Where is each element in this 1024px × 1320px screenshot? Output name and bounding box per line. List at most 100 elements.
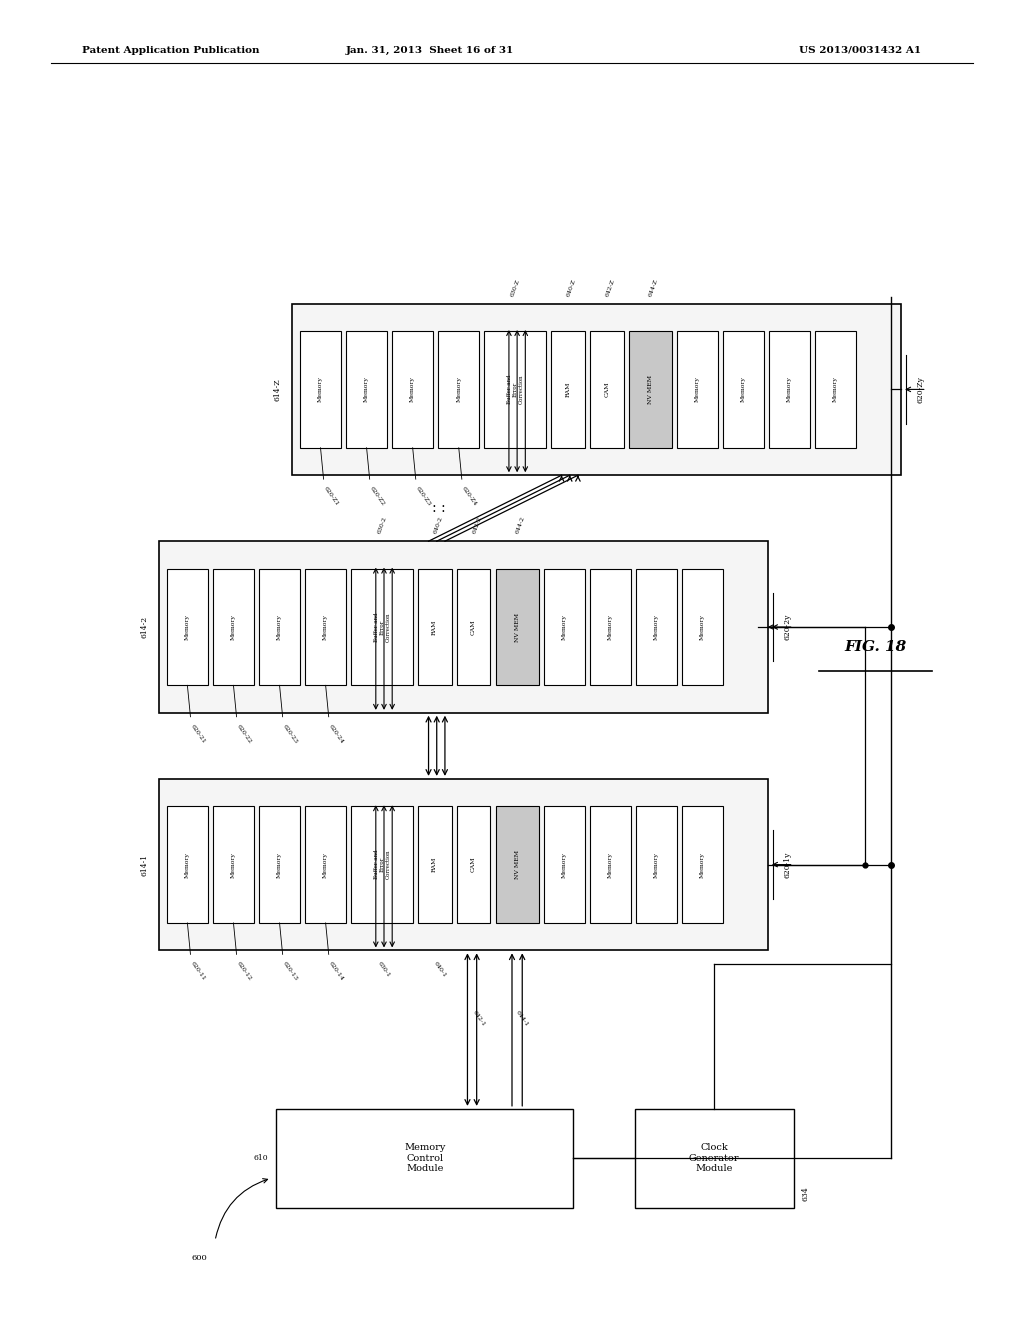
- Text: 630-1: 630-1: [377, 961, 391, 978]
- Bar: [300, 331, 341, 447]
- Text: Jan. 31, 2013  Sheet 16 of 31: Jan. 31, 2013 Sheet 16 of 31: [346, 46, 514, 54]
- Text: RAM: RAM: [432, 857, 437, 873]
- Bar: [629, 331, 672, 447]
- Text: Patent Application Publication: Patent Application Publication: [82, 46, 259, 54]
- Text: Memory: Memory: [654, 614, 658, 640]
- Text: Memory: Memory: [562, 614, 566, 640]
- Text: Memory: Memory: [365, 376, 369, 403]
- Text: 644-Z: 644-Z: [648, 279, 659, 297]
- Text: 620-23: 620-23: [282, 723, 298, 744]
- Text: FIG. 18: FIG. 18: [845, 640, 906, 653]
- Text: 640-2: 640-2: [432, 516, 443, 535]
- Text: 620-Z2: 620-Z2: [369, 486, 385, 507]
- Text: Buffer and
Error
Correction: Buffer and Error Correction: [374, 850, 390, 879]
- Bar: [346, 331, 387, 447]
- Text: 620-1y: 620-1y: [783, 851, 792, 878]
- Text: 620-12: 620-12: [236, 961, 252, 982]
- Text: 620-22: 620-22: [236, 723, 252, 744]
- Text: NV MEM: NV MEM: [515, 850, 519, 879]
- Text: 630-2: 630-2: [377, 516, 388, 535]
- Bar: [590, 569, 631, 685]
- Bar: [351, 807, 413, 923]
- Bar: [677, 331, 718, 447]
- Text: Memory: Memory: [185, 614, 189, 640]
- Text: 610: 610: [254, 1154, 268, 1163]
- Bar: [438, 331, 479, 447]
- Bar: [167, 569, 208, 685]
- Text: Memory: Memory: [700, 851, 705, 878]
- Text: Memory: Memory: [324, 851, 328, 878]
- Text: US 2013/0031432 A1: US 2013/0031432 A1: [799, 46, 921, 54]
- Text: NV MEM: NV MEM: [648, 375, 652, 404]
- Text: Memory: Memory: [654, 851, 658, 878]
- Text: 600: 600: [191, 1254, 208, 1262]
- Text: Memory: Memory: [787, 376, 792, 403]
- Text: 620-Z3: 620-Z3: [415, 486, 431, 507]
- Text: 614-1: 614-1: [140, 854, 148, 875]
- Text: 642-2: 642-2: [471, 516, 482, 535]
- Text: Memory: Memory: [231, 851, 236, 878]
- Bar: [351, 569, 413, 685]
- Text: Memory: Memory: [324, 614, 328, 640]
- Bar: [815, 331, 856, 447]
- Text: CAM: CAM: [471, 619, 476, 635]
- Bar: [276, 1109, 573, 1208]
- Text: Memory: Memory: [562, 851, 566, 878]
- Text: 640-1: 640-1: [432, 961, 447, 978]
- Bar: [590, 331, 624, 447]
- Bar: [551, 331, 585, 447]
- Bar: [723, 331, 764, 447]
- Bar: [167, 807, 208, 923]
- Bar: [484, 331, 546, 447]
- Text: 620-21: 620-21: [189, 723, 206, 744]
- Text: 640-Z: 640-Z: [565, 279, 577, 297]
- Bar: [544, 807, 585, 923]
- Bar: [457, 807, 490, 923]
- Text: 620-13: 620-13: [282, 961, 298, 982]
- Bar: [292, 304, 901, 475]
- Bar: [544, 569, 585, 685]
- Text: 644-1: 644-1: [515, 1010, 529, 1027]
- Bar: [392, 331, 433, 447]
- Text: 620-Z4: 620-Z4: [461, 486, 478, 507]
- Text: : :: : :: [432, 502, 445, 515]
- Text: Memory
Control
Module: Memory Control Module: [404, 1143, 445, 1173]
- Text: RAM: RAM: [565, 381, 570, 397]
- Bar: [636, 569, 677, 685]
- Bar: [682, 807, 723, 923]
- Bar: [418, 569, 452, 685]
- Text: 644-2: 644-2: [515, 516, 526, 535]
- Bar: [496, 807, 539, 923]
- Text: Memory: Memory: [278, 851, 282, 878]
- Bar: [259, 807, 300, 923]
- Text: 642-1: 642-1: [471, 1010, 486, 1027]
- Text: Memory: Memory: [278, 614, 282, 640]
- Bar: [305, 807, 346, 923]
- Bar: [213, 569, 254, 685]
- Text: 620-14: 620-14: [328, 961, 344, 982]
- Text: 620-11: 620-11: [189, 961, 206, 982]
- Text: 614-Z: 614-Z: [273, 378, 282, 401]
- Text: 630-Z: 630-Z: [510, 279, 521, 297]
- Text: Memory: Memory: [700, 614, 705, 640]
- Bar: [636, 807, 677, 923]
- Text: Memory: Memory: [695, 376, 699, 403]
- Text: 634: 634: [802, 1187, 810, 1201]
- Bar: [496, 569, 539, 685]
- Text: Memory: Memory: [834, 376, 838, 403]
- Bar: [259, 569, 300, 685]
- Bar: [682, 569, 723, 685]
- Text: Buffer and
Error
Correction: Buffer and Error Correction: [374, 612, 390, 642]
- Text: CAM: CAM: [471, 857, 476, 873]
- Text: RAM: RAM: [432, 619, 437, 635]
- Bar: [159, 541, 768, 713]
- Text: 620-24: 620-24: [328, 723, 344, 744]
- Text: 620-Z1: 620-Z1: [323, 486, 339, 507]
- Text: NV MEM: NV MEM: [515, 612, 519, 642]
- Text: 642-Z: 642-Z: [604, 279, 615, 297]
- Bar: [769, 331, 810, 447]
- Bar: [590, 807, 631, 923]
- Bar: [213, 807, 254, 923]
- Text: 620-Zy: 620-Zy: [916, 376, 925, 403]
- Bar: [418, 807, 452, 923]
